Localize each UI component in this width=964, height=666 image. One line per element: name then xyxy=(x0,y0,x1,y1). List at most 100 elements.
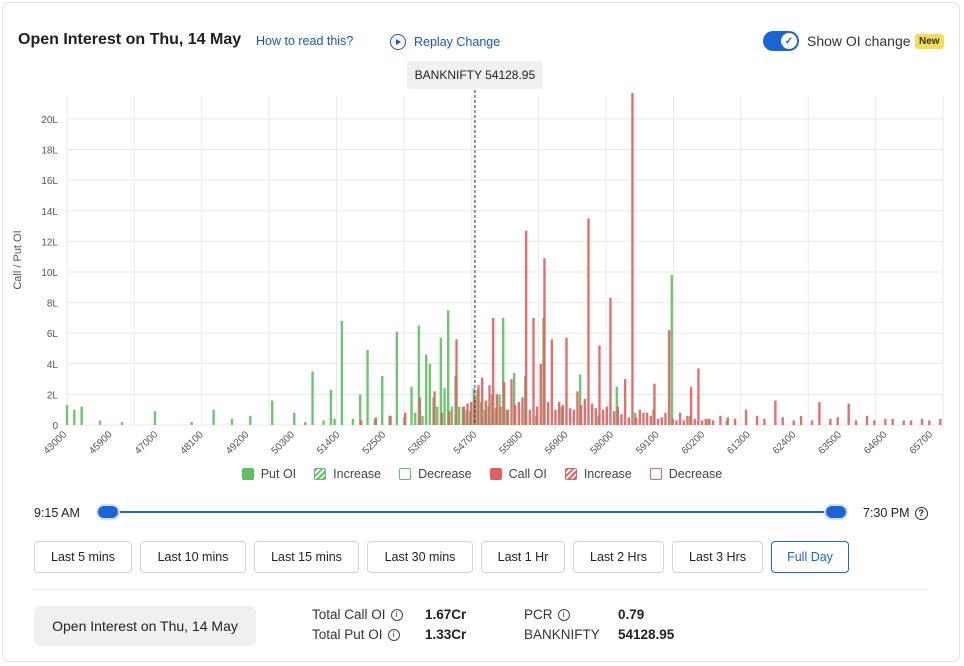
x-tick-label: 63500 xyxy=(817,429,845,457)
put-oi-bar xyxy=(395,331,399,425)
slider-end-time: 7:30 PM xyxy=(863,506,910,520)
x-tick-label: 54700 xyxy=(452,429,480,457)
x-tick-label: 52500 xyxy=(361,429,389,457)
summary-date-button[interactable]: Open Interest on Thu, 14 May xyxy=(34,606,256,646)
x-tick-label: 62400 xyxy=(771,429,799,457)
call-oi-bar xyxy=(664,412,667,425)
call-oi-bar xyxy=(693,418,696,425)
show-oi-change-toggle[interactable]: ✓ xyxy=(763,31,799,51)
call-oi-bar xyxy=(528,409,532,425)
call-oi-bar xyxy=(510,379,513,425)
legend-put-oi[interactable]: Put OI xyxy=(241,467,296,481)
call-oi-bar xyxy=(561,405,565,425)
replay-change-button[interactable]: Replay Change xyxy=(390,34,500,50)
put-oi-bar xyxy=(333,418,336,425)
call-oi-bar xyxy=(920,418,924,425)
call-oi-bar xyxy=(389,415,392,425)
legend-call-decrease-label: Decrease xyxy=(668,467,723,481)
call-oi-bar xyxy=(755,415,759,425)
put-oi-bar xyxy=(424,354,428,425)
section-divider xyxy=(34,589,926,590)
legend-call-decrease[interactable]: Decrease xyxy=(649,467,723,481)
call-oi-bar xyxy=(572,409,576,425)
call-oi-bar xyxy=(620,414,623,425)
put-oi-bar xyxy=(249,415,252,425)
x-tick-label: 58000 xyxy=(589,429,617,457)
call-oi-bar xyxy=(447,411,451,425)
call-oi-bar xyxy=(539,363,543,425)
put-oi-bar xyxy=(450,406,454,425)
y-tick-label: 8L xyxy=(47,299,59,310)
call-oi-bar xyxy=(733,418,737,425)
put-oi-bar xyxy=(443,388,446,425)
call-oi-bar xyxy=(623,379,627,425)
time-slider-track[interactable] xyxy=(108,511,836,513)
call-oi-bar xyxy=(642,412,645,425)
x-tick-label: 49200 xyxy=(224,429,252,457)
play-circle-icon xyxy=(390,34,406,50)
call-decrease-swatch xyxy=(649,468,662,480)
time-slider-start-handle[interactable] xyxy=(96,504,120,520)
call-oi-bar xyxy=(928,420,931,425)
range-full-day-button[interactable]: Full Day xyxy=(771,541,849,573)
legend-call-increase-label: Increase xyxy=(583,467,632,481)
legend-put-decrease[interactable]: Decrease xyxy=(399,467,472,481)
call-oi-bar xyxy=(667,330,671,425)
call-oi-bar xyxy=(440,412,444,425)
pcr-label: PCR xyxy=(524,607,553,622)
x-tick-label: 51400 xyxy=(315,429,343,457)
time-slider-end-handle[interactable] xyxy=(824,504,848,520)
call-oi-bar xyxy=(565,337,568,425)
call-oi-bar xyxy=(557,402,561,425)
call-oi-bar xyxy=(546,402,550,425)
range-last-10-mins-button[interactable]: Last 10 mins xyxy=(140,541,246,573)
call-oi-bar xyxy=(810,420,814,425)
page-title: Open Interest on Thu, 14 May xyxy=(18,31,242,48)
range-last-5-mins-button[interactable]: Last 5 mins xyxy=(34,541,132,573)
how-to-read-link[interactable]: How to read this? xyxy=(256,34,354,48)
y-tick-label: 12L xyxy=(41,237,58,248)
x-tick-label: 43000 xyxy=(42,429,70,457)
put-oi-bar xyxy=(351,418,355,425)
call-increase-swatch xyxy=(564,468,577,480)
range-last-2-hrs-button[interactable]: Last 2 Hrs xyxy=(573,541,664,573)
call-oi-bar xyxy=(909,420,913,425)
help-icon[interactable]: ? xyxy=(914,506,928,520)
call-oi-bar xyxy=(517,402,521,425)
range-last-30-mins-button[interactable]: Last 30 mins xyxy=(367,541,473,573)
call-oi-bar xyxy=(609,297,612,425)
call-oi-bar xyxy=(653,383,656,425)
x-tick-label: 47000 xyxy=(133,429,161,457)
put-oi-bar xyxy=(212,409,215,425)
call-oi-bar xyxy=(638,409,641,425)
legend-call-increase[interactable]: Increase xyxy=(564,467,632,481)
y-tick-label: 14L xyxy=(41,207,58,218)
put-oi-bar xyxy=(410,386,413,425)
put-oi-bar xyxy=(190,421,193,425)
call-oi-bar xyxy=(374,417,378,425)
call-oi-bar xyxy=(774,400,777,425)
call-oi-bar xyxy=(469,402,473,425)
put-oi-bar xyxy=(73,409,76,425)
call-oi-bar xyxy=(902,420,905,425)
range-last-3-hrs-button[interactable]: Last 3 Hrs xyxy=(672,541,763,573)
index-label: BANKNIFTY xyxy=(524,627,600,642)
info-icon[interactable]: i xyxy=(387,628,400,641)
call-oi-bar xyxy=(829,418,832,425)
call-oi-bar xyxy=(462,406,466,425)
x-tick-label: 65700 xyxy=(908,429,936,457)
call-oi-bar xyxy=(455,339,458,425)
info-icon[interactable]: i xyxy=(390,608,403,621)
call-oi-bar xyxy=(818,402,821,425)
put-oi-bar xyxy=(428,363,432,425)
legend-call-oi[interactable]: Call OI xyxy=(489,467,547,481)
range-last-15-mins-button[interactable]: Last 15 mins xyxy=(254,541,359,573)
call-oi-bar xyxy=(675,420,678,425)
total-put-oi-label-group: Total Put OI i xyxy=(312,627,400,642)
y-tick-label: 4L xyxy=(47,360,59,371)
range-last-1-hr-button[interactable]: Last 1 Hr xyxy=(481,541,565,573)
x-tick-label: 59100 xyxy=(634,429,662,457)
info-icon[interactable]: i xyxy=(557,608,570,621)
new-badge: New xyxy=(915,34,944,49)
legend-put-increase[interactable]: Increase xyxy=(314,467,381,481)
